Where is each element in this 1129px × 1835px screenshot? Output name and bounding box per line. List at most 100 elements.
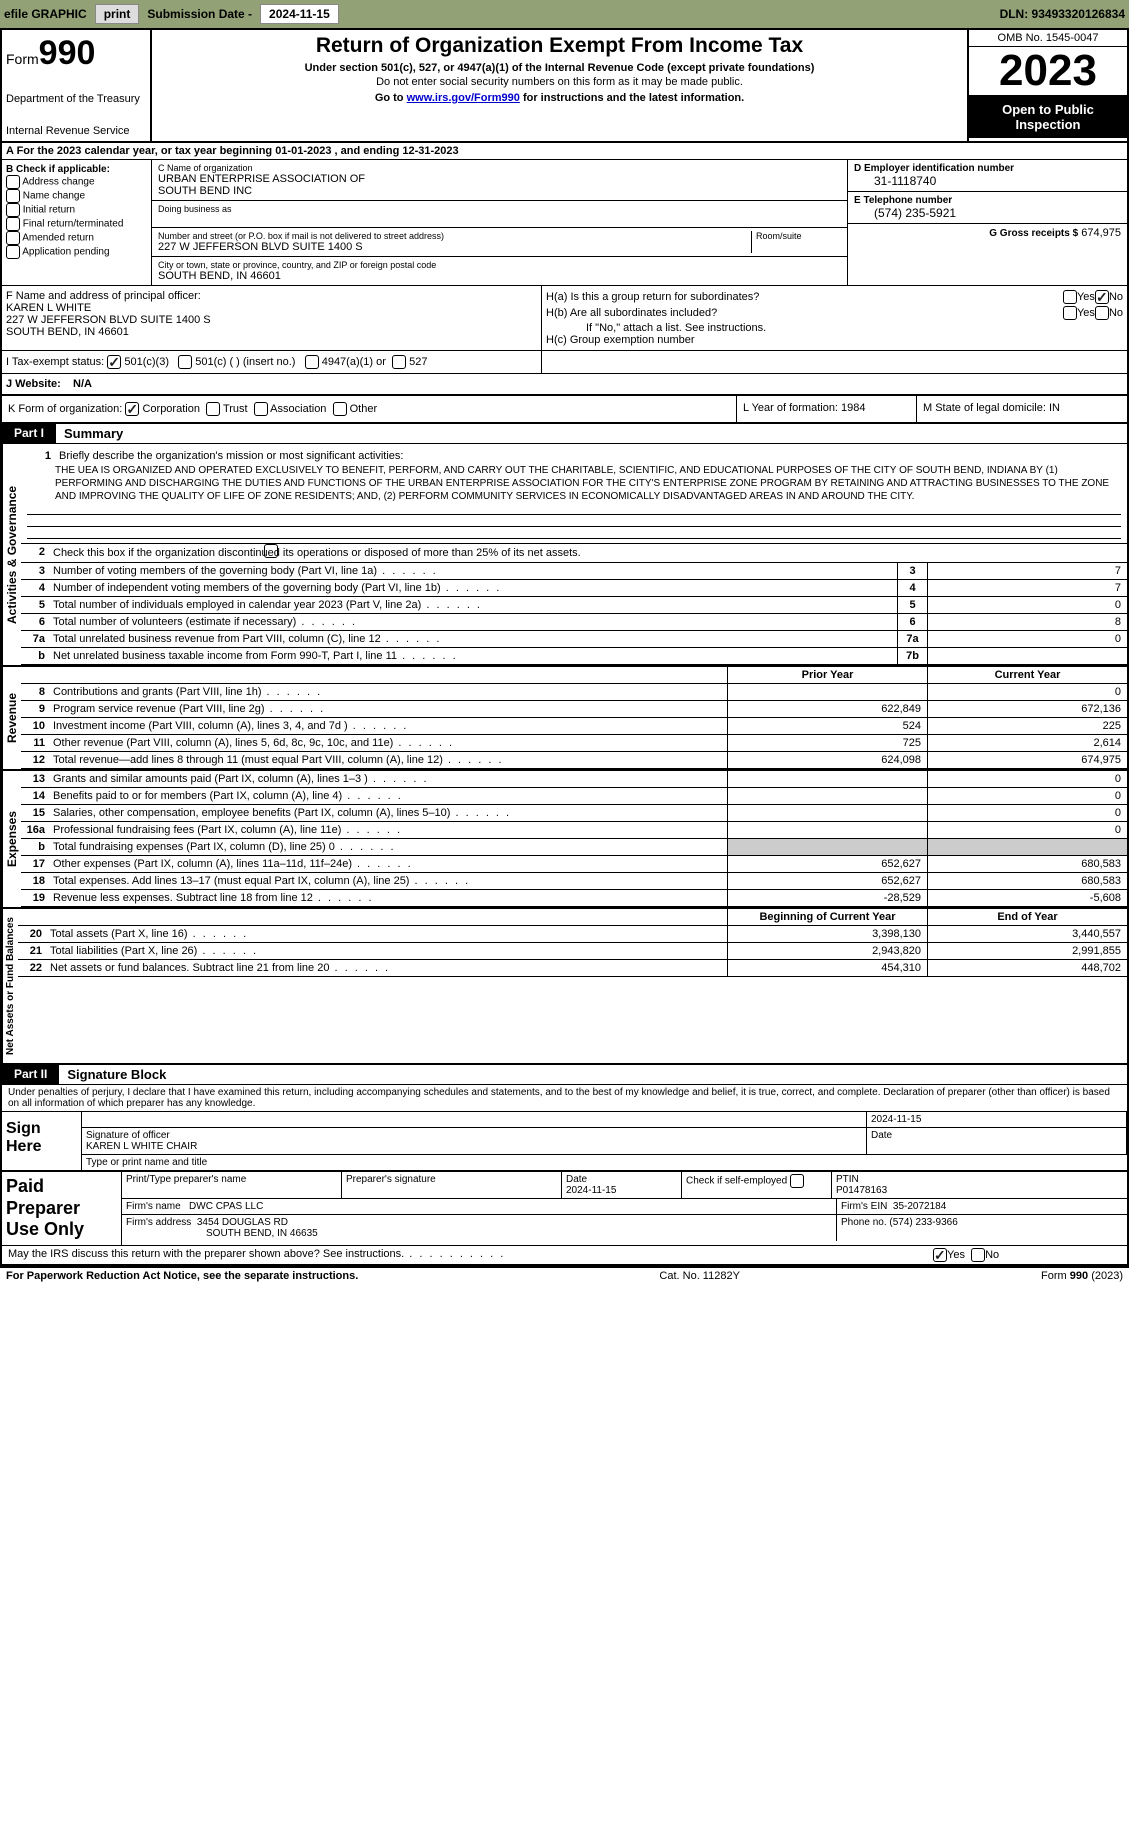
- checkbox-initial[interactable]: [6, 203, 20, 217]
- city-label: City or town, state or province, country…: [158, 260, 841, 270]
- i-501c: 501(c) ( ) (insert no.): [195, 356, 295, 368]
- rev-cy-12: 674,975: [927, 752, 1127, 768]
- exp-cy-13: 0: [927, 771, 1127, 787]
- i-4947-checkbox[interactable]: [305, 355, 319, 369]
- part2-badge: Part II: [2, 1065, 59, 1084]
- may-irs-no-checkbox[interactable]: [971, 1248, 985, 1262]
- header-sub1: Under section 501(c), 527, or 4947(a)(1)…: [156, 62, 963, 74]
- k-corp-checkbox[interactable]: [125, 402, 139, 416]
- ag-row-5: 5Total number of individuals employed in…: [21, 597, 1127, 614]
- sign-here-right: 2024-11-15 Signature of officer KAREN L …: [82, 1112, 1127, 1170]
- hb-no-checkbox[interactable]: [1095, 306, 1109, 320]
- opt-name-change: Name change: [23, 191, 85, 202]
- ha-row: H(a) Is this a group return for subordin…: [546, 290, 1123, 304]
- exp-py-14: [727, 788, 927, 804]
- line2-checkbox[interactable]: [264, 544, 278, 558]
- topbar: efile GRAPHIC print Submission Date - 20…: [0, 0, 1129, 28]
- ag-box-7a: 7a: [897, 631, 927, 647]
- checkbox-addr-change[interactable]: [6, 175, 20, 189]
- header-center: Return of Organization Exempt From Incom…: [152, 30, 967, 141]
- may-irs-no: No: [985, 1249, 999, 1261]
- rev-label-10: Investment income (Part VIII, column (A)…: [49, 718, 727, 734]
- k-other-checkbox[interactable]: [333, 402, 347, 416]
- ag-label-6: Total number of volunteers (estimate if …: [49, 614, 897, 630]
- ha-yes-checkbox[interactable]: [1063, 290, 1077, 304]
- ag-label-4: Number of independent voting members of …: [49, 580, 897, 596]
- footer-center: Cat. No. 11282Y: [358, 1270, 1041, 1282]
- k-trust-checkbox[interactable]: [206, 402, 220, 416]
- print-button[interactable]: print: [95, 4, 140, 24]
- vlabel-na: Net Assets or Fund Balances: [2, 909, 18, 1063]
- i-501c-checkbox[interactable]: [178, 355, 192, 369]
- ag-content: 1Briefly describe the organization's mis…: [21, 444, 1127, 665]
- paid-preparer-grid: Paid Preparer Use Only Print/Type prepar…: [2, 1171, 1127, 1246]
- na-cy-22: 448,702: [927, 960, 1127, 976]
- sig-title-row: Type or print name and title: [82, 1155, 1127, 1170]
- na-py-20: 3,398,130: [727, 926, 927, 942]
- i-4947: 4947(a)(1) or: [322, 356, 386, 368]
- hb-yes-checkbox[interactable]: [1063, 306, 1077, 320]
- form990-link[interactable]: www.irs.gov/Form990: [407, 92, 520, 104]
- addr-label: Number and street (or P.O. box if mail i…: [158, 231, 751, 241]
- checkbox-final[interactable]: [6, 217, 20, 231]
- may-irs-yes: Yes: [947, 1249, 965, 1261]
- ha-no-checkbox[interactable]: [1095, 290, 1109, 304]
- section-m: M State of legal domicile: IN: [917, 396, 1127, 422]
- rev-cy-9: 672,136: [927, 701, 1127, 717]
- b-opt-4: Amended return: [6, 231, 147, 245]
- paid-right: Print/Type preparer's name Preparer's si…: [122, 1172, 1127, 1245]
- exp-content: 13Grants and similar amounts paid (Part …: [21, 771, 1127, 907]
- ha-no: No: [1109, 291, 1123, 303]
- exp-label-14: Benefits paid to or for members (Part IX…: [49, 788, 727, 804]
- phone-label: E Telephone number: [854, 195, 1121, 206]
- ag-label-3: Number of voting members of the governin…: [49, 563, 897, 579]
- i-501c3-checkbox[interactable]: [107, 355, 121, 369]
- na-row-21: 21Total liabilities (Part X, line 26)2,9…: [18, 943, 1127, 960]
- exp-py-13: [727, 771, 927, 787]
- self-employed-checkbox[interactable]: [790, 1174, 804, 1188]
- section-h: H(a) Is this a group return for subordin…: [542, 286, 1127, 350]
- na-label-20: Total assets (Part X, line 16): [46, 926, 727, 942]
- ag-val-6: 8: [927, 614, 1127, 630]
- irs-label: Internal Revenue Service: [6, 125, 146, 137]
- i-501c3: 501(c)(3): [124, 356, 169, 368]
- b-label: B Check if applicable:: [6, 164, 147, 175]
- exp-row-14: 14Benefits paid to or for members (Part …: [21, 788, 1127, 805]
- k-assoc-checkbox[interactable]: [254, 402, 268, 416]
- firm-phone: (574) 233-9366: [889, 1217, 957, 1228]
- rev-py-9: 622,849: [727, 701, 927, 717]
- rev-row-11: 11Other revenue (Part VIII, column (A), …: [21, 735, 1127, 752]
- b-opt-5: Application pending: [6, 245, 147, 259]
- exp-py-19: -28,529: [727, 890, 927, 906]
- exp-cy-16a: 0: [927, 822, 1127, 838]
- header-sub3: Go to www.irs.gov/Form990 for instructio…: [156, 92, 963, 104]
- dln-label: DLN: 93493320126834: [1000, 7, 1125, 21]
- line2-label: Check this box if the organization disco…: [49, 544, 1127, 562]
- f-addr2: SOUTH BEND, IN 46601: [6, 326, 537, 338]
- ag-box-b: 7b: [897, 648, 927, 664]
- may-irs-yes-checkbox[interactable]: [933, 1248, 947, 1262]
- exp-row-15: 15Salaries, other compensation, employee…: [21, 805, 1127, 822]
- exp-cy-19: -5,608: [927, 890, 1127, 906]
- checkbox-amended[interactable]: [6, 231, 20, 245]
- signature-block: Under penalties of perjury, I declare th…: [2, 1085, 1127, 1171]
- sig-officer-label: Signature of officer: [86, 1130, 862, 1141]
- ag-label-5: Total number of individuals employed in …: [49, 597, 897, 613]
- b-opt-2: Initial return: [6, 203, 147, 217]
- declaration-text: Under penalties of perjury, I declare th…: [2, 1085, 1127, 1111]
- i-527-checkbox[interactable]: [392, 355, 406, 369]
- checkbox-name-change[interactable]: [6, 189, 20, 203]
- addr-row: Number and street (or P.O. box if mail i…: [152, 228, 847, 257]
- exp-label-16a: Professional fundraising fees (Part IX, …: [49, 822, 727, 838]
- exp-label-13: Grants and similar amounts paid (Part IX…: [49, 771, 727, 787]
- rev-label-11: Other revenue (Part VIII, column (A), li…: [49, 735, 727, 751]
- checkbox-pending[interactable]: [6, 245, 20, 259]
- k-assoc: Association: [270, 403, 326, 415]
- ptin-value: P01478163: [836, 1185, 1123, 1196]
- rev-row-9: 9Program service revenue (Part VIII, lin…: [21, 701, 1127, 718]
- omb-number: OMB No. 1545-0047: [969, 30, 1127, 47]
- exp-label-19: Revenue less expenses. Subtract line 18 …: [49, 890, 727, 906]
- sign-here-label: Sign Here: [2, 1112, 82, 1170]
- f-name: KAREN L WHITE: [6, 302, 537, 314]
- k-trust: Trust: [223, 403, 248, 415]
